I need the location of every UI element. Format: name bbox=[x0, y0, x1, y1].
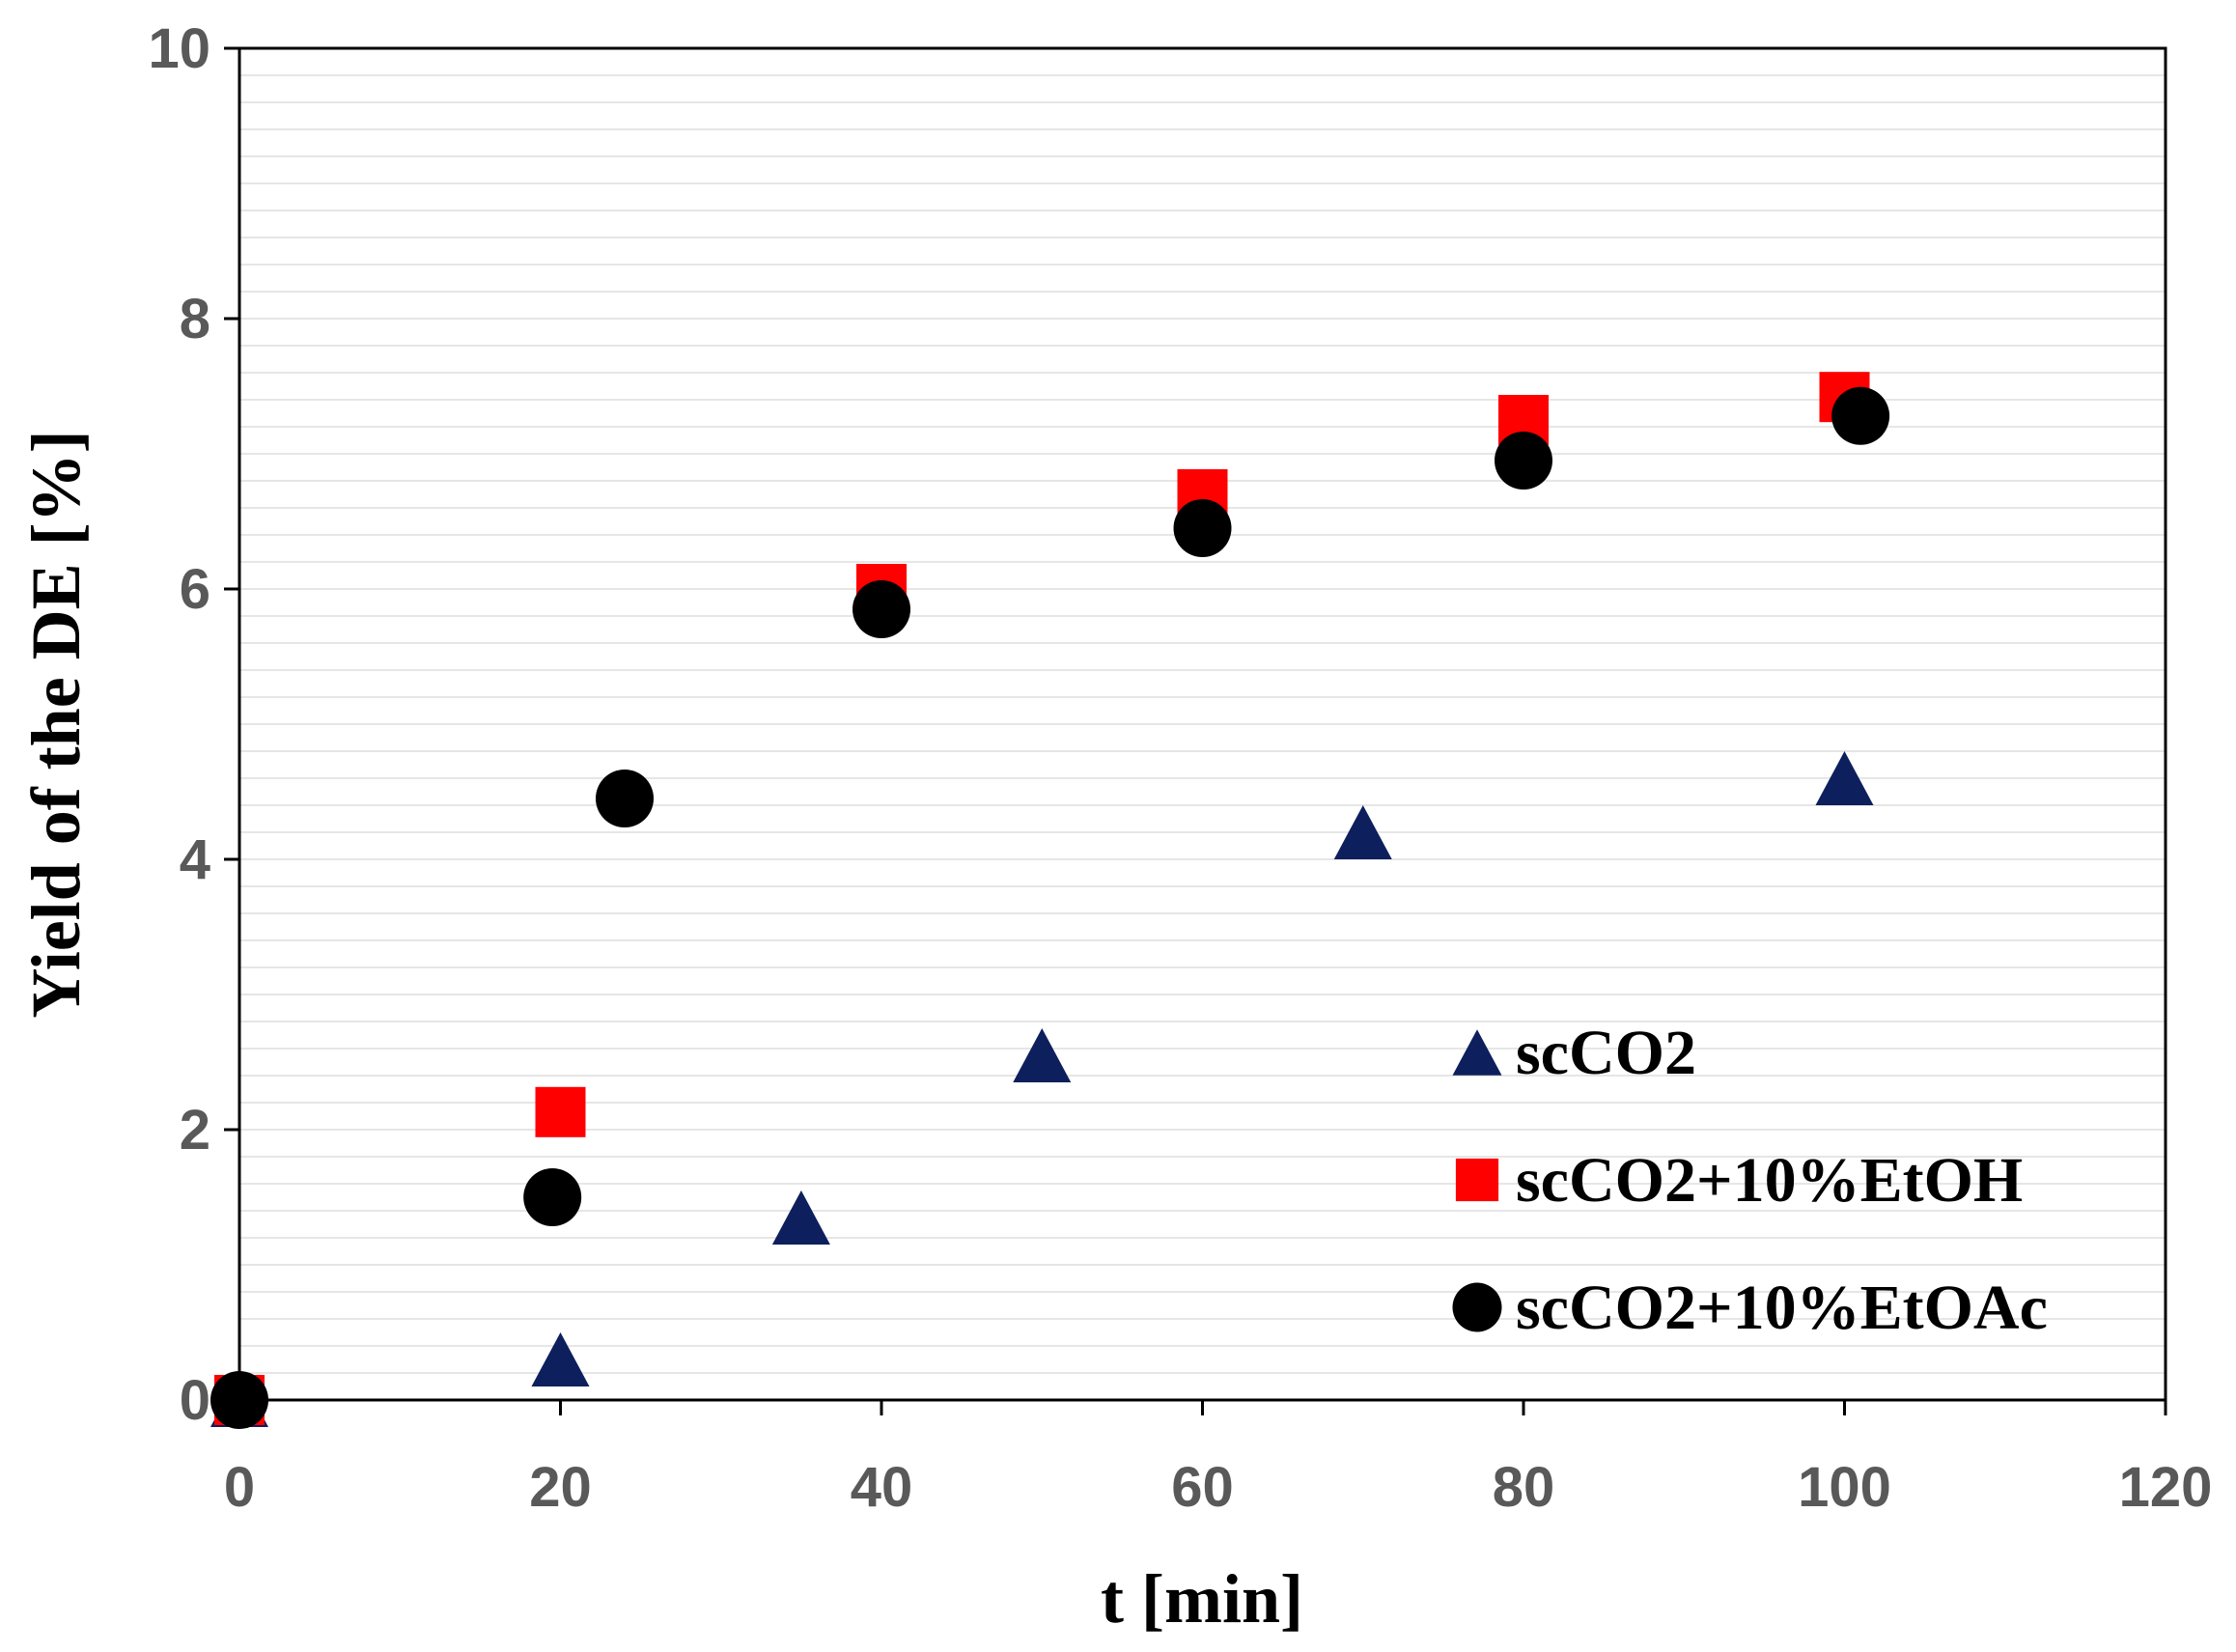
triangle-point bbox=[1013, 1028, 1072, 1082]
x-axis-title: t [min] bbox=[1101, 1560, 1303, 1638]
legend-label: scCO2+10%EtOH bbox=[1516, 1145, 2023, 1216]
x-tick-label: 20 bbox=[529, 1456, 592, 1519]
legend-triangle-marker bbox=[1452, 1029, 1502, 1076]
triangle-point bbox=[531, 1332, 590, 1386]
circle-point bbox=[1173, 499, 1232, 557]
x-tick-label: 100 bbox=[1798, 1456, 1891, 1519]
x-tick-label: 0 bbox=[224, 1456, 255, 1519]
y-tick-label: 2 bbox=[180, 1099, 210, 1162]
triangle-point bbox=[1815, 751, 1874, 805]
y-tick-label: 4 bbox=[180, 828, 210, 891]
y-tick-label: 10 bbox=[148, 17, 210, 80]
circle-point bbox=[1831, 386, 1890, 445]
y-tick-label: 0 bbox=[180, 1369, 210, 1432]
series-circle bbox=[210, 386, 1890, 1429]
legend-label: scCO2+10%EtOAc bbox=[1516, 1273, 2048, 1343]
y-axis-title: Yield of the DE [%] bbox=[17, 430, 95, 1018]
x-tick-label: 120 bbox=[2119, 1456, 2213, 1519]
square-point bbox=[535, 1086, 586, 1137]
legend: scCO2 scCO2+10%EtOH scCO2+10%EtOAc bbox=[1452, 1018, 2048, 1343]
series-square bbox=[214, 372, 1870, 1425]
circle-point bbox=[1495, 432, 1552, 490]
triangle-point bbox=[771, 1190, 830, 1245]
circle-point bbox=[852, 580, 910, 638]
legend-square-marker bbox=[1455, 1158, 1499, 1202]
circle-point bbox=[523, 1168, 582, 1226]
circle-point bbox=[596, 770, 654, 827]
y-tick-label: 6 bbox=[180, 558, 210, 621]
x-tick-label: 80 bbox=[1493, 1456, 1555, 1519]
marker-layer bbox=[210, 372, 1890, 1429]
x-tick-label: 60 bbox=[1171, 1456, 1234, 1519]
x-tick-label: 40 bbox=[851, 1456, 913, 1519]
circle-point bbox=[210, 1371, 268, 1429]
y-tick-label: 8 bbox=[180, 288, 210, 350]
triangle-point bbox=[1333, 805, 1392, 859]
legend-circle-marker bbox=[1452, 1282, 1502, 1332]
legend-label: scCO2 bbox=[1516, 1018, 1696, 1088]
